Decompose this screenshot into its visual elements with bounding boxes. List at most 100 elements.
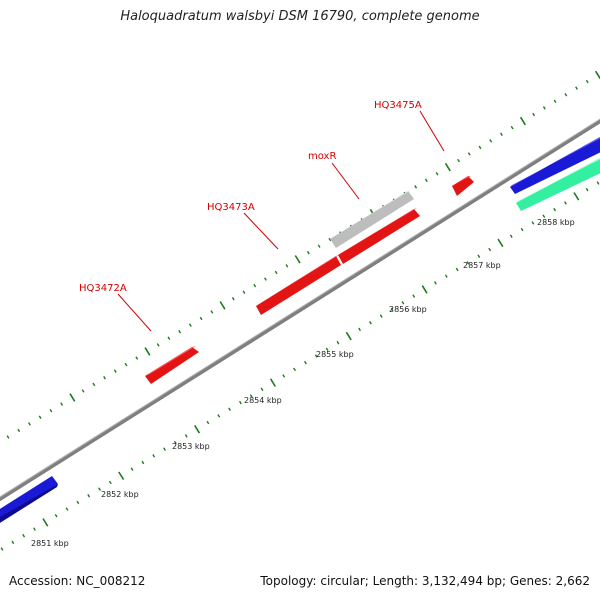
minor-tick (509, 234, 513, 238)
minor-tick (81, 389, 85, 393)
gene-HQ3473A[interactable] (256, 256, 341, 315)
minor-tick (76, 500, 80, 505)
minor-tick (328, 237, 332, 242)
minor-tick (467, 152, 471, 156)
minor-tick (500, 132, 503, 136)
gene-blue-right[interactable] (510, 137, 600, 194)
kbp-label: 2857 kbp (463, 261, 501, 270)
kbp-label: 2851 kbp (31, 539, 69, 548)
kbp-label: 2854 kbp (244, 396, 282, 405)
minor-tick (531, 221, 535, 225)
gene-moxR[interactable] (330, 191, 414, 248)
outer-tick-track (6, 70, 600, 439)
minor-tick (510, 125, 514, 130)
major-tick (144, 347, 151, 356)
minor-tick (274, 270, 278, 275)
kbp-label: 2856 kbp (389, 305, 427, 314)
gene-red-inner[interactable] (338, 209, 420, 264)
minor-tick (336, 340, 340, 345)
minor-tick (249, 394, 253, 398)
label-HQ3475A[interactable]: HQ3475A (374, 100, 422, 111)
minor-tick (532, 112, 536, 117)
minor-tick (103, 376, 106, 380)
minor-tick (444, 274, 448, 278)
minor-tick (553, 99, 557, 104)
minor-tick (285, 264, 289, 268)
major-tick (294, 255, 301, 264)
gene-HQ3472A[interactable] (145, 347, 199, 384)
minor-tick (260, 387, 264, 392)
minor-tick (206, 420, 210, 425)
gene-HQ3472A-top (145, 346, 196, 376)
minor-tick (317, 244, 321, 248)
minor-tick (282, 374, 286, 378)
minor-tick (65, 507, 69, 511)
major-tick (573, 192, 580, 201)
gene-blue-left-shade (0, 484, 58, 523)
kbp-label: 2858 kbp (537, 218, 575, 227)
minor-tick (455, 267, 459, 272)
minor-tick (520, 227, 524, 232)
minor-tick (478, 145, 482, 150)
minor-tick (33, 527, 36, 531)
leader-HQ3472A (117, 293, 152, 332)
minor-tick (379, 314, 383, 318)
major-tick (42, 518, 49, 527)
minor-tick (167, 336, 171, 340)
gene-blue-right-top (510, 137, 600, 187)
minor-tick (435, 172, 439, 176)
minor-tick (424, 178, 428, 183)
genome-summary-text: Topology: circular; Length: 3,132,494 bp… (260, 574, 590, 588)
minor-tick (135, 356, 139, 360)
minor-tick (253, 283, 257, 288)
minor-tick (238, 400, 242, 405)
major-tick (519, 116, 526, 126)
major-tick (194, 424, 201, 434)
gene-green-right[interactable] (516, 158, 600, 211)
minor-tick (575, 86, 578, 90)
minor-tick (489, 139, 493, 143)
minor-tick (596, 181, 600, 185)
map-title: Haloquadratum walsbyi DSM 16790, complet… (120, 9, 480, 24)
minor-tick (38, 415, 42, 419)
minor-tick (173, 440, 177, 445)
minor-tick (17, 428, 21, 433)
minor-tick (325, 347, 329, 352)
major-tick (594, 70, 600, 80)
minor-tick (92, 382, 96, 387)
minor-tick (178, 329, 182, 334)
minor-tick (87, 494, 91, 498)
minor-tick (54, 514, 58, 518)
minor-tick (141, 460, 145, 465)
major-tick (421, 285, 428, 294)
minor-tick (390, 307, 394, 312)
minor-tick (113, 369, 117, 373)
minor-tick (553, 207, 557, 212)
gene-HQ3475A[interactable] (452, 176, 474, 196)
label-moxR[interactable]: moxR (308, 151, 336, 162)
minor-tick (401, 301, 405, 305)
minor-tick (314, 354, 318, 358)
label-HQ3473A[interactable]: HQ3473A (207, 202, 255, 213)
minor-tick (108, 480, 112, 485)
minor-tick (28, 422, 31, 426)
minor-tick (414, 185, 418, 189)
minor-tick (184, 434, 188, 438)
minor-tick (152, 454, 156, 458)
major-tick (269, 378, 276, 387)
minor-tick (477, 254, 481, 258)
minor-tick (60, 402, 64, 406)
major-tick (345, 331, 352, 341)
genome-backbone-highlight (0, 118, 600, 498)
minor-tick (293, 367, 296, 372)
kbp-label: 2855 kbp (316, 350, 354, 359)
minor-tick (466, 261, 470, 265)
minor-tick (228, 407, 231, 411)
leader-moxR (331, 162, 360, 200)
genome-backbone (0, 118, 600, 502)
label-HQ3472A[interactable]: HQ3472A (79, 283, 127, 294)
minor-tick (542, 214, 546, 218)
minor-tick (585, 187, 589, 192)
